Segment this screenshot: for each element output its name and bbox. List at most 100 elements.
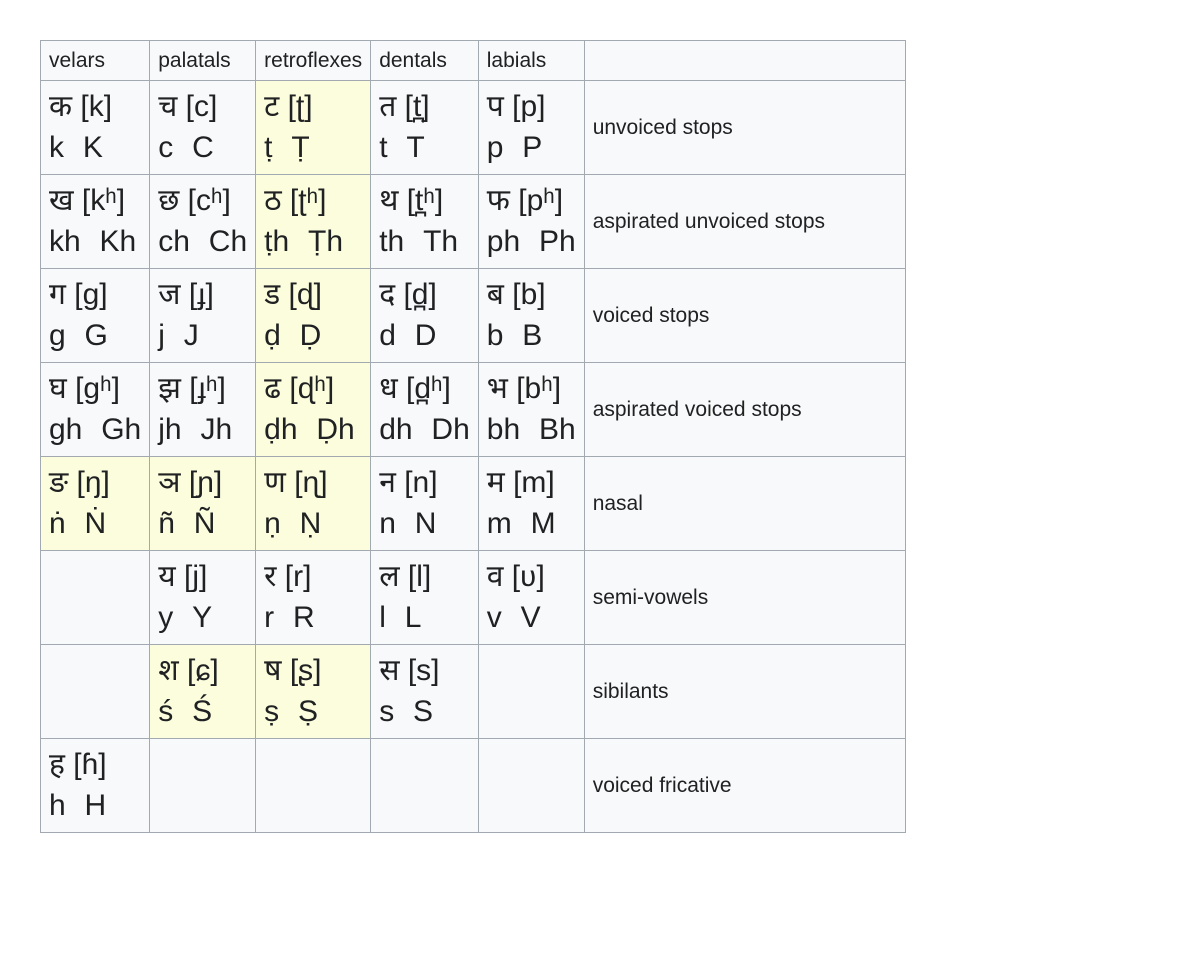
- consonant-cell: ब [b]b B: [478, 269, 584, 363]
- ipa-value: [ɳ]: [294, 466, 327, 499]
- roman-lower: c: [158, 131, 173, 164]
- ipa-value: [kʰ]: [82, 184, 125, 217]
- devanagari-glyph: श: [158, 654, 178, 687]
- roman-lower: l: [379, 601, 386, 634]
- column-header: retroflexes: [256, 41, 371, 81]
- roman-upper: Ṭh: [308, 225, 343, 258]
- devanagari-glyph: द: [379, 278, 395, 311]
- table-row: ख [kʰ]kh Khछ [cʰ]ch Chठ [ʈʰ]ṭh Ṭhथ [t̪ʰ]…: [41, 175, 906, 269]
- roman-upper: S: [413, 695, 433, 728]
- row-label: voiced fricative: [584, 739, 905, 833]
- consonant-cell: ण [ɳ]ṇ Ṇ: [256, 457, 371, 551]
- ipa-value: [m]: [513, 466, 555, 499]
- consonant-cell: क [k]k K: [41, 81, 150, 175]
- roman-upper: Ś: [192, 695, 212, 728]
- roman-upper: H: [85, 789, 107, 822]
- roman-upper: Bh: [539, 413, 576, 446]
- devanagari-glyph: ख: [49, 184, 74, 217]
- ipa-value: [ʈ]: [288, 90, 313, 123]
- roman-lower: ḍh: [264, 413, 297, 446]
- roman-lower: th: [379, 225, 404, 258]
- row-label: nasal: [584, 457, 905, 551]
- consonant-cell: [41, 645, 150, 739]
- column-header: dentals: [371, 41, 479, 81]
- devanagari-glyph: प: [487, 90, 504, 123]
- consonant-cell: झ [ɟʰ]jh Jh: [150, 363, 256, 457]
- devanagari-glyph: म: [487, 466, 505, 499]
- consonant-cell: म [m]m M: [478, 457, 584, 551]
- roman-lower: v: [487, 601, 502, 634]
- roman-lower: k: [49, 131, 64, 164]
- ipa-value: [ɲ]: [189, 466, 222, 499]
- consonant-cell: प [p]p P: [478, 81, 584, 175]
- roman-upper: Ṣ: [298, 695, 318, 728]
- ipa-value: [r]: [285, 560, 312, 593]
- ipa-value: [gʰ]: [75, 372, 120, 405]
- devanagari-glyph: ढ: [264, 372, 281, 405]
- roman-lower: ḍ: [264, 319, 281, 352]
- roman-upper: P: [522, 131, 542, 164]
- row-label: aspirated unvoiced stops: [584, 175, 905, 269]
- roman-upper: Ṭ: [291, 131, 309, 164]
- consonant-cell: ट [ʈ]ṭ Ṭ: [256, 81, 371, 175]
- consonant-cell: ध [d̪ʰ]dh Dh: [371, 363, 479, 457]
- roman-upper: T: [406, 131, 424, 164]
- roman-lower: y: [158, 601, 173, 634]
- column-header: palatals: [150, 41, 256, 81]
- ipa-value: [t̪]: [405, 90, 430, 123]
- roman-upper: R: [293, 601, 315, 634]
- ipa-value: [s]: [408, 654, 440, 687]
- devanagari-glyph: घ: [49, 372, 67, 405]
- devanagari-glyph: ष: [264, 654, 281, 687]
- roman-lower: dh: [379, 413, 412, 446]
- roman-upper: G: [85, 319, 108, 352]
- consonant-cell: व [ʋ]v V: [478, 551, 584, 645]
- roman-lower: jh: [158, 413, 181, 446]
- table-body: क [k]k Kच [c]c Cट [ʈ]ṭ Ṭत [t̪]t Tप [p]p …: [41, 81, 906, 833]
- consonant-cell: [41, 551, 150, 645]
- devanagari-glyph: ञ: [158, 466, 180, 499]
- consonant-cell: थ [t̪ʰ]th Th: [371, 175, 479, 269]
- devanagari-glyph: ग: [49, 278, 66, 311]
- roman-lower: ph: [487, 225, 520, 258]
- ipa-value: [j]: [184, 560, 207, 593]
- consonant-cell: श [ɕ]ś Ś: [150, 645, 256, 739]
- roman-lower: p: [487, 131, 504, 164]
- consonant-cell: ज [ɟ]j J: [150, 269, 256, 363]
- roman-upper: B: [522, 319, 542, 352]
- ipa-value: [ɖʰ]: [289, 372, 334, 405]
- column-header: labials: [478, 41, 584, 81]
- ipa-value: [g]: [74, 278, 107, 311]
- roman-upper: Gh: [101, 413, 141, 446]
- devanagari-glyph: ट: [264, 90, 279, 123]
- consonant-cell: ष [ʂ]ṣ Ṣ: [256, 645, 371, 739]
- table-row: य [j]y Yर [r]r Rल [l]l Lव [ʋ]v Vsemi-vow…: [41, 551, 906, 645]
- table-row: ह [ɦ]h H voiced fricative: [41, 739, 906, 833]
- ipa-value: [ʂ]: [290, 654, 322, 687]
- devanagari-glyph: भ: [487, 372, 508, 405]
- roman-lower: g: [49, 319, 66, 352]
- ipa-value: [n]: [404, 466, 437, 499]
- roman-lower: ṭh: [264, 225, 289, 258]
- consonant-cell: ठ [ʈʰ]ṭh Ṭh: [256, 175, 371, 269]
- roman-upper: Y: [192, 601, 212, 634]
- roman-lower: m: [487, 507, 512, 540]
- roman-upper: K: [83, 131, 103, 164]
- consonant-cell: त [t̪]t T: [371, 81, 479, 175]
- consonant-cell: द [d̪]d D: [371, 269, 479, 363]
- ipa-value: [cʰ]: [188, 184, 231, 217]
- devanagari-glyph: छ: [158, 184, 179, 217]
- ipa-value: [d̪]: [403, 278, 436, 311]
- consonant-cell: ल [l]l L: [371, 551, 479, 645]
- consonant-cell: भ [bʰ]bh Bh: [478, 363, 584, 457]
- devanagari-glyph: ण: [264, 466, 286, 499]
- devanagari-glyph: स: [379, 654, 399, 687]
- devanagari-glyph: क: [49, 90, 72, 123]
- roman-upper: Ḍ: [300, 319, 322, 352]
- devanagari-glyph: ल: [379, 560, 399, 593]
- devanagari-glyph: फ: [487, 184, 510, 217]
- roman-lower: n: [379, 507, 396, 540]
- devanagari-glyph: थ: [379, 184, 398, 217]
- ipa-value: [ɕ]: [187, 654, 219, 687]
- roman-upper: D: [415, 319, 437, 352]
